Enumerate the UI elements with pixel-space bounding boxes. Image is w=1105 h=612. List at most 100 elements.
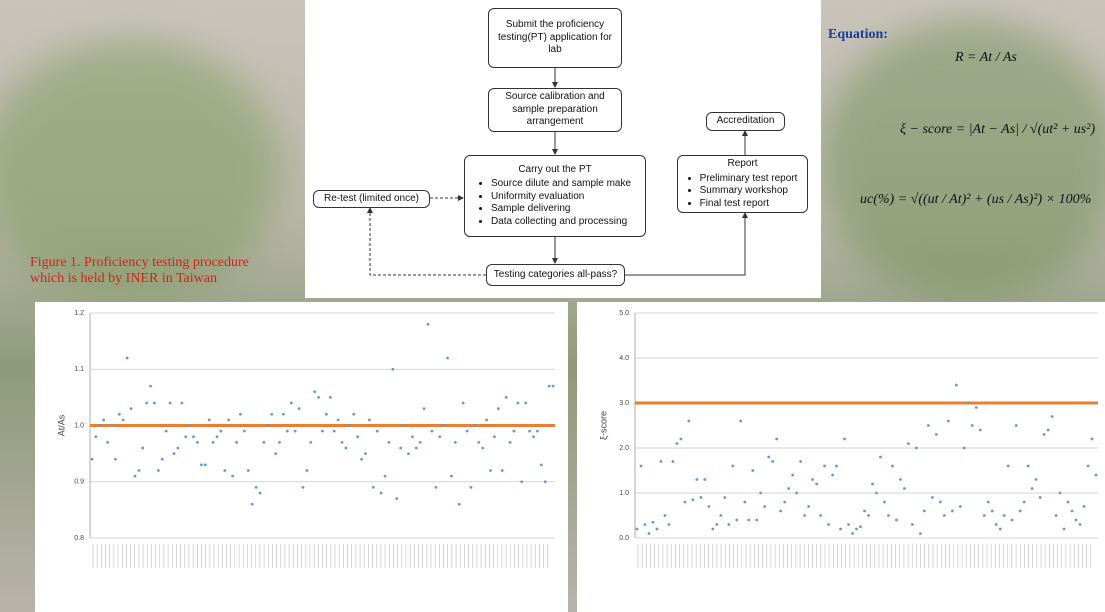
point (450, 474, 453, 478)
point (160, 457, 164, 461)
point (667, 523, 671, 526)
point (504, 395, 508, 399)
flow-node: Accreditation (706, 112, 785, 131)
point (481, 446, 485, 450)
point (819, 514, 822, 517)
point (918, 532, 922, 535)
point (723, 496, 727, 499)
point (457, 502, 461, 506)
point (367, 418, 371, 422)
point (305, 469, 309, 472)
point (1038, 496, 1042, 499)
point (524, 401, 528, 405)
list-item: Summary workshop (700, 185, 798, 198)
point (647, 532, 651, 535)
point (1086, 464, 1090, 468)
point (994, 523, 998, 526)
point (731, 464, 735, 468)
point (1030, 487, 1034, 490)
y-axis-label: At/As (56, 414, 66, 436)
point (430, 429, 434, 433)
point (184, 435, 188, 439)
node-label: Source calibration and sample preparatio… (505, 91, 605, 128)
point (434, 485, 438, 489)
node-label: Carry out the PT (518, 163, 592, 175)
node-label: Testing categories all-pass? (493, 268, 618, 280)
point (309, 440, 313, 444)
point (1026, 464, 1030, 468)
point (98, 424, 102, 427)
point (223, 469, 227, 472)
point (289, 401, 293, 405)
point (1002, 514, 1006, 517)
point (211, 440, 215, 444)
list-item: Sample delivering (491, 203, 631, 216)
point (815, 482, 819, 486)
y-tick-label: 0.8 (74, 535, 84, 542)
point (659, 460, 663, 463)
point (954, 383, 958, 387)
point (1062, 527, 1066, 531)
point (739, 419, 743, 423)
point (149, 384, 152, 388)
point (383, 474, 387, 478)
point (707, 505, 711, 508)
point (950, 509, 954, 513)
point (192, 435, 195, 439)
point (203, 463, 207, 467)
point (1078, 523, 1082, 526)
point (775, 437, 779, 441)
point (102, 418, 106, 422)
point (145, 401, 149, 405)
point (1034, 478, 1038, 481)
point (364, 452, 367, 456)
point (727, 523, 731, 526)
point (176, 446, 180, 450)
point (791, 473, 795, 477)
point (399, 446, 403, 450)
point (1046, 428, 1050, 432)
point (655, 527, 659, 531)
list-item: Source dilute and sample make (491, 178, 631, 191)
point (751, 469, 755, 472)
equation: R = At / As (955, 50, 1017, 65)
point (719, 514, 723, 517)
point (168, 401, 172, 405)
point (520, 480, 524, 484)
caption-line: which is held by INER in Taiwan (30, 271, 217, 286)
point (930, 496, 934, 499)
point (285, 429, 289, 433)
point (883, 500, 886, 504)
list-item: Data collecting and processing (491, 216, 631, 229)
y-tick-label: 0.0 (619, 535, 629, 542)
y-tick-label: 1.1 (74, 366, 84, 373)
point (422, 407, 426, 411)
point (325, 412, 328, 416)
point (356, 435, 360, 439)
point (453, 440, 457, 444)
point (783, 500, 787, 504)
point (891, 464, 894, 468)
point (867, 514, 870, 517)
point (811, 478, 815, 481)
point (807, 505, 811, 508)
point (117, 412, 121, 416)
point (262, 440, 266, 444)
point (438, 435, 442, 439)
point (235, 440, 238, 444)
point (332, 429, 336, 433)
y-tick-label: 1.0 (619, 490, 629, 497)
point (106, 440, 109, 444)
node-list: Preliminary test reportSummary workshopF… (688, 173, 798, 211)
point (767, 455, 771, 459)
node-list: Source dilute and sample makeUniformity … (479, 178, 631, 228)
point (227, 418, 231, 422)
point (843, 437, 846, 441)
point (496, 407, 500, 411)
point (1074, 518, 1078, 522)
background (820, 20, 1105, 300)
point (982, 514, 986, 517)
point (1042, 433, 1046, 436)
point (1058, 491, 1062, 495)
point (407, 452, 410, 456)
